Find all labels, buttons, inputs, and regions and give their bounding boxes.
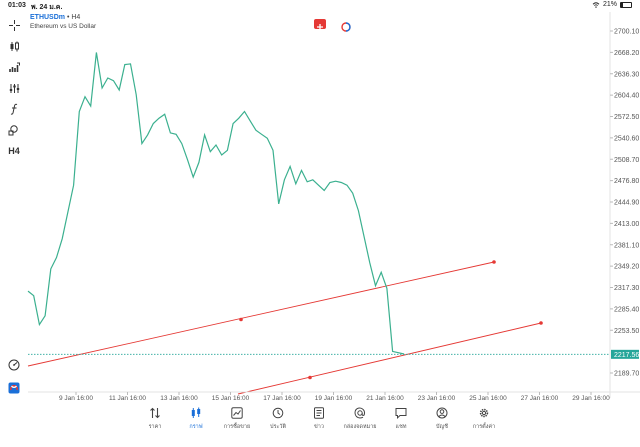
symbol-name: ETHUSDm bbox=[30, 14, 66, 21]
price-tick-label: 2700.10 bbox=[614, 29, 639, 36]
price-tick-label: 2476.80 bbox=[614, 178, 639, 185]
tab-mailbox[interactable]: กล่องจดหมาย bbox=[340, 407, 380, 431]
indicators-icon[interactable] bbox=[6, 60, 22, 74]
tab-news[interactable]: ข่าว bbox=[299, 407, 339, 431]
tab-account-label: บัญชี bbox=[436, 424, 448, 430]
status-bar: 01:03 พ. 24 ม.ค. 21% bbox=[0, 0, 640, 12]
time-tick-label: 27 Jan 16:00 bbox=[521, 395, 559, 402]
tab-account[interactable]: บัญชี bbox=[422, 407, 462, 431]
timeframe-button[interactable]: H4 bbox=[8, 146, 20, 156]
tab-chat[interactable]: แชท bbox=[381, 407, 421, 431]
time-tick-label: 29 Jan 16:00 bbox=[572, 395, 610, 402]
tab-settings[interactable]: การตั้งค่า bbox=[464, 407, 504, 431]
price-tick-label: 2572.50 bbox=[614, 114, 639, 121]
price-tick-label: 2540.60 bbox=[614, 135, 639, 142]
price-tick-label: 2444.90 bbox=[614, 200, 639, 207]
price-line bbox=[27, 52, 405, 355]
left-toolbar: H4 bbox=[0, 12, 28, 410]
price-tick-label: 2508.70 bbox=[614, 157, 639, 164]
channel-upper-line bbox=[27, 261, 495, 367]
tab-chart[interactable]: กราฟ bbox=[176, 407, 216, 431]
tab-chat-label: แชท bbox=[395, 424, 407, 430]
channel-drawing[interactable] bbox=[27, 260, 543, 395]
time-tick-label: 21 Jan 16:00 bbox=[366, 395, 404, 402]
time-tick-label: 25 Jan 16:00 bbox=[469, 395, 507, 402]
channel-anchor-point bbox=[239, 317, 243, 322]
candles-tool-icon[interactable] bbox=[6, 39, 22, 53]
mailbox-icon bbox=[354, 407, 366, 419]
time-tick-label: 19 Jan 16:00 bbox=[315, 395, 353, 402]
current-price-tag-box bbox=[611, 349, 639, 359]
sell-button[interactable] bbox=[314, 19, 326, 30]
price-tick-label: 2668.20 bbox=[614, 50, 639, 57]
price-tick-label: 2253.50 bbox=[614, 328, 639, 335]
channel-anchor-point bbox=[492, 260, 496, 264]
news-icon bbox=[314, 407, 324, 419]
tab-history-label: ประวัติ bbox=[269, 424, 287, 430]
tab-trade[interactable]: การซื้อขาย bbox=[217, 407, 257, 431]
price-tick-label: 2317.30 bbox=[614, 285, 639, 292]
sliders-icon[interactable] bbox=[6, 81, 22, 95]
status-right: 21% bbox=[592, 1, 632, 8]
tab-quotes-label: ราคา bbox=[148, 424, 162, 430]
account-icon bbox=[436, 407, 448, 419]
price-tick-label: 2413.00 bbox=[614, 221, 639, 228]
shapes-icon[interactable] bbox=[6, 123, 22, 137]
status-date: พ. 24 ม.ค. bbox=[31, 4, 63, 11]
price-tick-label: 2381.10 bbox=[614, 242, 639, 249]
price-tick-label: 2285.40 bbox=[614, 306, 639, 313]
bottom-tab-bar: ราคา กราฟ การซื้อขาย ประวัติ ข่าว กล่องจ… bbox=[0, 401, 640, 447]
current-price-tag-text: 2217.56 bbox=[614, 352, 639, 359]
price-tick-label: 2349.20 bbox=[614, 264, 639, 271]
symbol-header: ETHUSDm • H4 Ethereum vs US Dollar bbox=[30, 14, 96, 30]
settings-icon bbox=[479, 408, 489, 418]
channel-anchor-point bbox=[539, 321, 543, 325]
time-tick-label: 11 Jan 16:00 bbox=[109, 395, 146, 402]
crosshair-icon[interactable] bbox=[6, 18, 22, 32]
time-tick-label: 15 Jan 16:00 bbox=[212, 395, 250, 402]
sort-arrows-icon bbox=[150, 407, 160, 419]
history-icon bbox=[272, 407, 284, 419]
channel-lower-line bbox=[237, 322, 542, 395]
battery-percent: 21% bbox=[602, 1, 617, 8]
price-chart[interactable]: 2700.10 2668.20 2636.30 2604.40 2572.50 2540.… bbox=[0, 0, 640, 410]
current-price-tag: 2217.56 bbox=[611, 349, 639, 359]
status-time: 01:03 bbox=[8, 2, 26, 9]
tab-history[interactable]: ประวัติ bbox=[258, 407, 298, 431]
time-axis[interactable]: 9 Jan 16:00 11 Jan 16:00 13 Jan 16:00 15 Ja… bbox=[28, 391, 640, 402]
tab-chart-label: กราฟ bbox=[189, 424, 203, 430]
app-logo-icon[interactable] bbox=[6, 381, 22, 395]
time-tick-label: 9 Jan 16:00 bbox=[59, 395, 93, 402]
price-tick-label: 2604.40 bbox=[614, 93, 639, 100]
tab-settings-label: การตั้งค่า bbox=[472, 424, 496, 430]
time-tick-label: 13 Jan 16:00 bbox=[160, 395, 198, 402]
price-tick-label: 2636.30 bbox=[614, 71, 639, 78]
tab-news-label: ข่าว bbox=[314, 424, 324, 430]
speedometer-icon[interactable] bbox=[6, 358, 22, 372]
battery-icon bbox=[620, 1, 632, 8]
trade-chart-icon bbox=[231, 407, 243, 419]
wifi-icon bbox=[592, 1, 600, 8]
symbol-separator: • bbox=[66, 14, 70, 21]
channel-anchor-point bbox=[308, 375, 312, 380]
candles-icon bbox=[191, 407, 201, 418]
trade-toggle-button[interactable] bbox=[340, 19, 352, 32]
time-tick-label: 23 Jan 16:00 bbox=[418, 395, 456, 402]
tab-trade-label: การซื้อขาย bbox=[223, 424, 251, 430]
tab-quotes[interactable]: ราคา bbox=[135, 407, 175, 431]
price-axis[interactable]: 2700.10 2668.20 2636.30 2604.40 2572.50 2540.… bbox=[609, 12, 639, 398]
symbol-description: Ethereum vs US Dollar bbox=[30, 23, 97, 30]
tab-mailbox-label: กล่องจดหมาย bbox=[343, 424, 377, 430]
time-tick-label: 17 Jan 16:00 bbox=[263, 395, 301, 402]
symbol-timeframe: H4 bbox=[71, 14, 81, 21]
price-tick-label: 2189.70 bbox=[614, 371, 639, 378]
function-icon[interactable] bbox=[6, 102, 22, 116]
chat-icon bbox=[395, 408, 407, 419]
